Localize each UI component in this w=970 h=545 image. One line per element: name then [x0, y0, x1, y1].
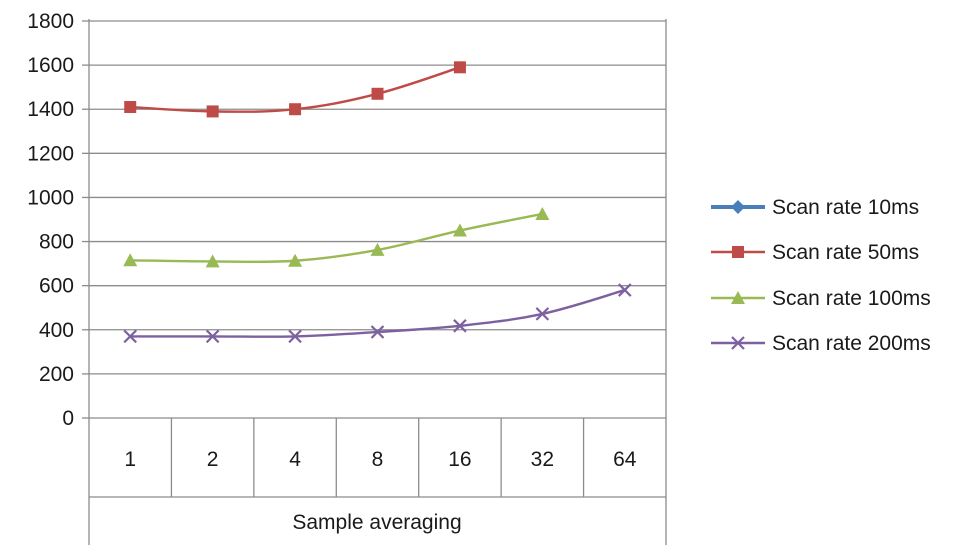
legend: Scan rate 10ms Scan rate 50ms Scan rate 10…: [711, 196, 931, 355]
data-point: [289, 103, 302, 116]
legend-entry: Scan rate 50ms: [711, 241, 919, 264]
x-tick-label: 16: [448, 448, 471, 471]
legend-label: Scan rate 100ms: [772, 287, 931, 310]
x-axis-ticks: 1 2 4 8 16 32 64: [124, 418, 637, 497]
data-point: [535, 206, 550, 220]
y-tick-label: 1400: [27, 98, 74, 121]
y-tick-label: 600: [39, 275, 74, 298]
series-group: [123, 61, 632, 344]
legend-entry: Scan rate 200ms: [711, 332, 931, 355]
data-point: [205, 254, 220, 268]
y-tick-label: 1800: [27, 10, 74, 33]
series-scan-rate-200ms: [123, 283, 632, 344]
data-point: [370, 242, 385, 256]
data-point: [123, 253, 138, 267]
data-point: [123, 329, 137, 344]
gridlines: [89, 20, 666, 375]
data-point: [618, 283, 632, 297]
data-point: [731, 200, 745, 214]
y-tick-label: 1200: [27, 142, 74, 165]
y-tick-label: 0: [62, 407, 74, 430]
y-tick-label: 400: [39, 319, 74, 342]
y-tick-label: 1000: [27, 186, 74, 209]
x-tick-label: 2: [207, 448, 219, 471]
legend-entry: Scan rate 100ms: [711, 287, 931, 310]
data-point: [732, 246, 744, 258]
data-point: [370, 325, 385, 339]
data-point: [452, 223, 467, 237]
data-point: [453, 319, 467, 333]
x-tick-label: 32: [531, 448, 554, 471]
y-tick-label: 200: [39, 363, 74, 386]
x-tick-label: 1: [124, 448, 136, 471]
series-line: [130, 212, 543, 264]
x-tick-label: 64: [613, 448, 637, 471]
legend-label: Scan rate 10ms: [772, 196, 919, 219]
x-axis-title: Sample averaging: [292, 511, 461, 534]
axes: [88, 19, 667, 545]
legend-entry: Scan rate 10ms: [711, 196, 919, 219]
data-point: [205, 329, 220, 344]
data-point: [731, 336, 745, 350]
data-point: [453, 61, 466, 74]
series-scan-rate-50ms: [124, 61, 466, 118]
data-point: [288, 253, 303, 267]
x-tick-label: 8: [372, 448, 384, 471]
data-point: [288, 329, 302, 344]
legend-label: Scan rate 50ms: [772, 241, 919, 264]
legend-label: Scan rate 200ms: [772, 332, 931, 355]
y-tick-label: 1600: [27, 54, 74, 77]
data-point: [535, 307, 550, 321]
data-point: [124, 101, 137, 114]
data-point: [206, 105, 219, 118]
x-tick-label: 4: [289, 448, 301, 471]
data-point: [731, 291, 745, 304]
series-scan-rate-100ms: [123, 206, 550, 268]
y-axis-ticks: 0 200 400 600 800 1000 1200 1400 1600 1800: [27, 10, 89, 430]
y-tick-label: 800: [39, 231, 74, 254]
data-point: [371, 87, 384, 100]
